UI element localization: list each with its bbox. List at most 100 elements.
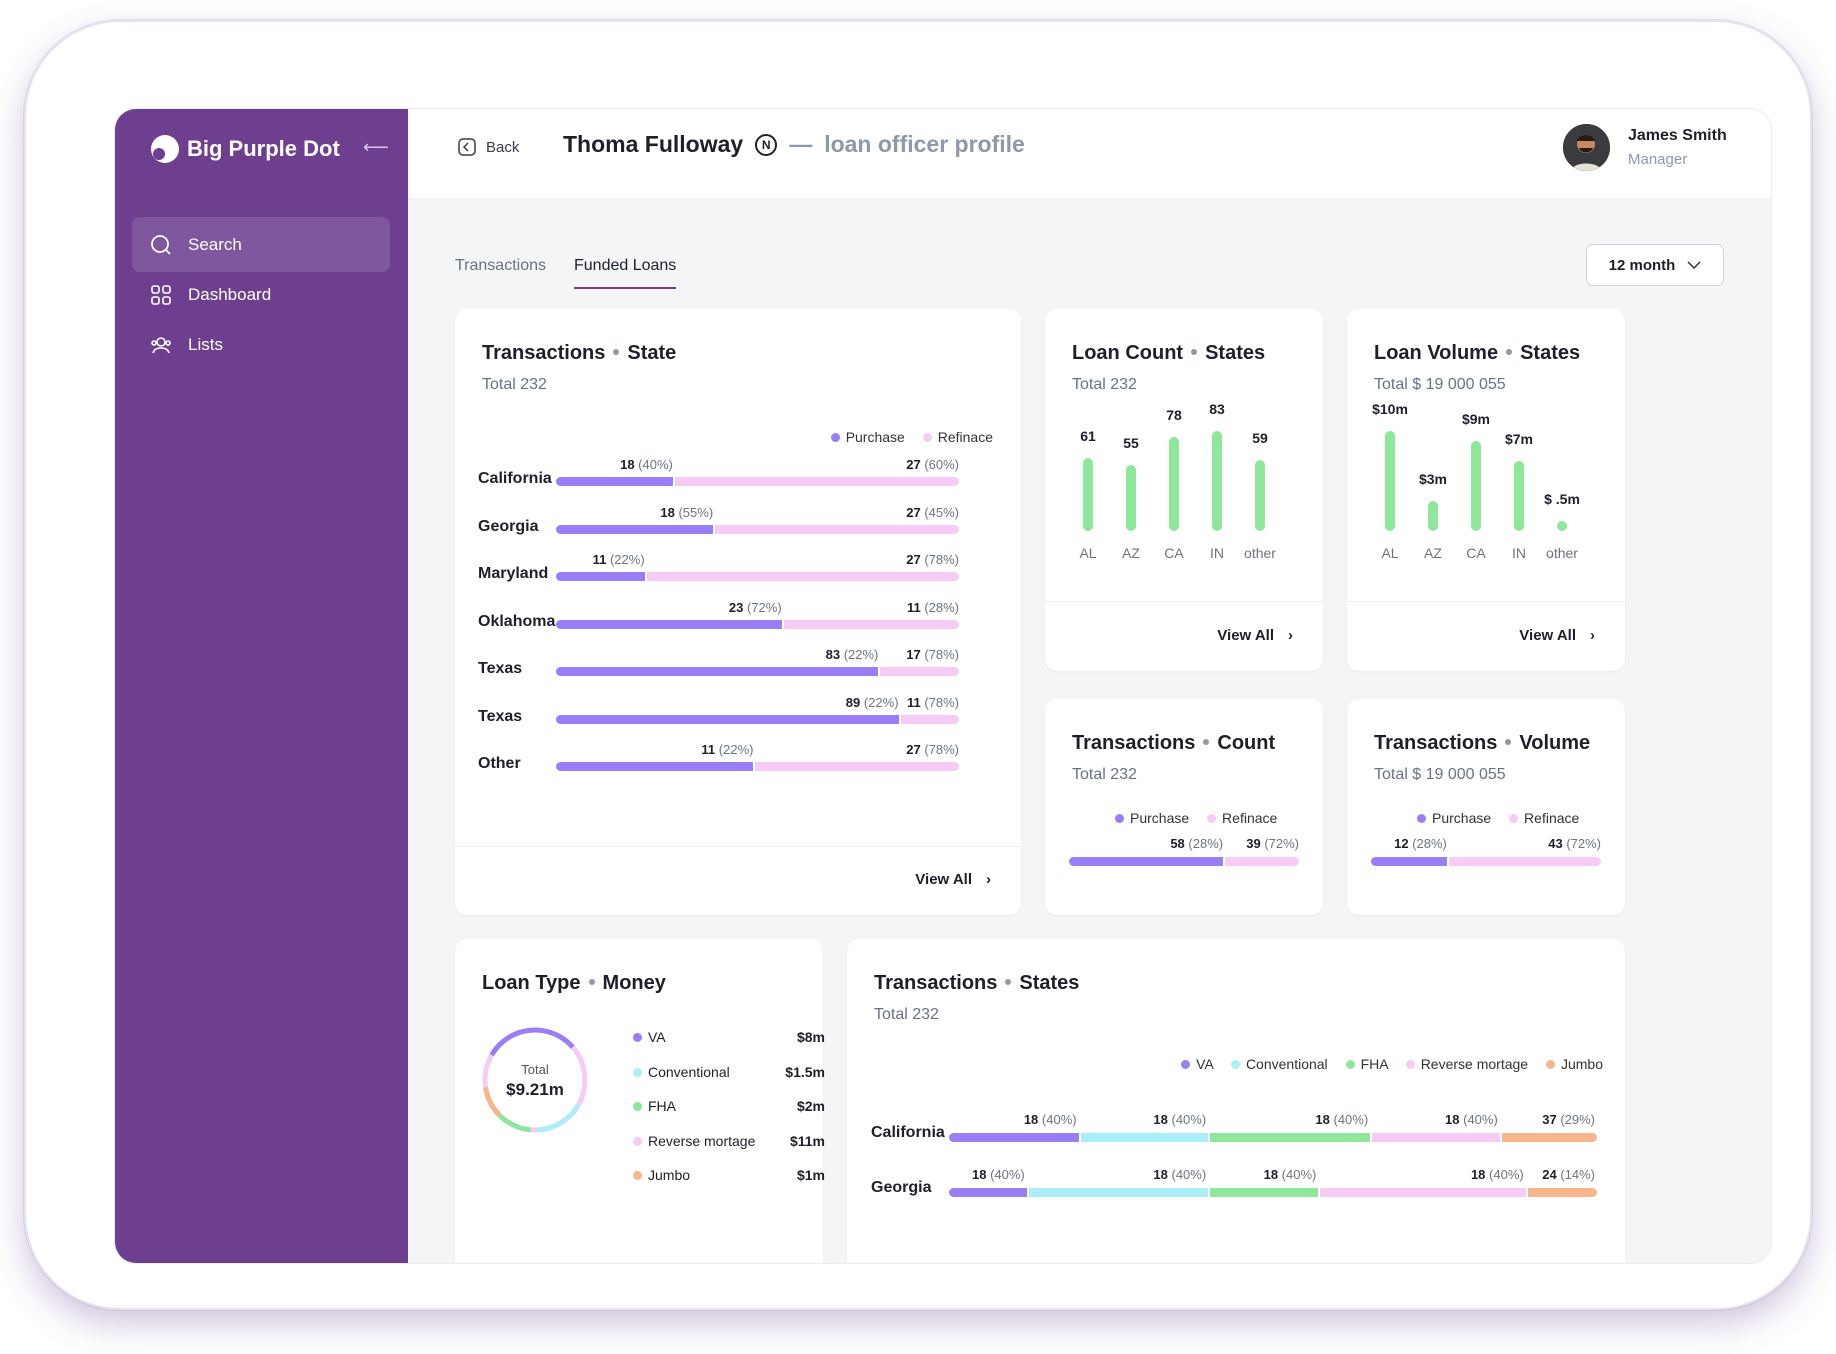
- legend-fha: FHA: [1360, 1056, 1388, 1072]
- view-all-link[interactable]: View All ›: [915, 871, 991, 888]
- legend-row: VA $8m: [633, 1029, 825, 1045]
- bar-segment-refinance: [783, 619, 959, 629]
- sidebar-item-lists[interactable]: Lists: [132, 317, 390, 372]
- sidebar-item-search[interactable]: Search: [132, 217, 390, 272]
- legend-purchase: Purchase: [845, 429, 905, 445]
- value-number: 11: [592, 552, 607, 567]
- legend-row: Conventional $1.5m: [633, 1064, 825, 1080]
- legend-label: Reverse mortage: [648, 1132, 756, 1149]
- legend-swatch: [633, 1171, 642, 1180]
- value-percent: (40%): [1485, 1167, 1524, 1182]
- legend-swatch: [1405, 1060, 1415, 1069]
- bar-segment-purchase: [556, 477, 673, 486]
- loan-type-card: Loan Type Money Total $9.21m VA $8m Convent…: [455, 939, 825, 1263]
- segment-value: 18 (40%): [927, 1167, 1025, 1182]
- value-percent: (40%): [1278, 1167, 1317, 1182]
- value-number: 18: [1153, 1167, 1168, 1182]
- view-all-label: View All: [1519, 627, 1576, 644]
- purchase-value: 12 (28%): [1367, 836, 1447, 851]
- legend-name: FHA: [633, 1098, 676, 1114]
- bar-al: [1083, 457, 1093, 531]
- purchase-refinance-bar: [1069, 857, 1299, 866]
- value-percent: (28%): [920, 599, 959, 615]
- card-title: Loan Type Money: [482, 972, 666, 995]
- card-title-main: Loan Count: [1072, 342, 1184, 364]
- bar-value-label: 61: [1080, 427, 1096, 444]
- sidebar-item-dashboard[interactable]: Dashboard: [132, 267, 390, 322]
- value-percent: (40%): [1167, 1112, 1207, 1127]
- chevron-right-icon: ›: [986, 871, 991, 888]
- tab-funded-loans[interactable]: Funded Loans: [574, 257, 677, 289]
- value-number: 18: [1153, 1112, 1168, 1127]
- value-percent: (40%): [1167, 1167, 1207, 1182]
- search-icon: [151, 234, 171, 255]
- view-all-link[interactable]: View All ›: [1519, 627, 1595, 644]
- bar-segment-purchase: [556, 714, 899, 724]
- users-icon: [151, 336, 171, 353]
- loan-type-donut: Total $9.21m: [482, 1027, 588, 1133]
- card-title: Transactions Volume: [1374, 732, 1590, 755]
- value-number: 27: [906, 457, 921, 472]
- purchase-value: 11 (22%): [683, 742, 753, 757]
- chart-legend: Purchase Refinace: [1403, 810, 1579, 826]
- legend-label: FHA: [648, 1098, 676, 1114]
- period-select[interactable]: 12 month: [1586, 244, 1724, 286]
- value-number: 18: [660, 504, 675, 520]
- bar-value-label: 78: [1166, 407, 1182, 424]
- refinance-value: 27 (45%): [829, 505, 959, 520]
- refinance-value: 43 (72%): [1371, 836, 1601, 851]
- bar-axis-label: AL: [1079, 545, 1097, 561]
- divider: [1045, 601, 1323, 602]
- page-title: Thoma Fulloway N — loan officer profile: [563, 131, 1025, 158]
- purchase-value: 18 (40%): [603, 457, 673, 472]
- transactions-count-card: Transactions Count Total 232 Purchase Ref…: [1045, 699, 1323, 915]
- card-title-sub: Money: [602, 972, 666, 994]
- top-header: Back Thoma Fulloway N — loan officer pro…: [408, 109, 1771, 199]
- title-separator: [1203, 739, 1210, 745]
- value-number: 18: [1023, 1112, 1039, 1127]
- view-all-link[interactable]: View All ›: [1217, 627, 1293, 644]
- card-title-main: Loan Type: [482, 972, 581, 994]
- bar-segment: [949, 1133, 1079, 1142]
- logo-icon: [151, 135, 179, 163]
- value-number: 11: [906, 694, 921, 710]
- value-number: 12: [1394, 836, 1409, 851]
- legend-row: FHA $2m: [633, 1098, 825, 1114]
- card-title-main: Transactions: [1374, 732, 1498, 754]
- refinance-value: 17 (78%): [829, 647, 959, 662]
- legend-swatch: [633, 1033, 642, 1042]
- bar-axis-label: IN: [1210, 545, 1224, 561]
- sidebar-item-label: Dashboard: [188, 284, 272, 304]
- collapse-sidebar-icon[interactable]: ⟵: [363, 137, 389, 157]
- segment-value: 18 (40%): [1108, 1112, 1206, 1127]
- legend-swatch: [633, 1067, 642, 1077]
- bar-value-label: $3m: [1418, 471, 1448, 487]
- back-button[interactable]: Back: [458, 138, 519, 156]
- tab-transactions[interactable]: Transactions: [455, 257, 546, 274]
- bar-segment-refinance: [1448, 857, 1601, 866]
- grid-icon: [151, 284, 171, 305]
- legend-refinance-swatch: [1509, 814, 1519, 823]
- value-number: 18: [1315, 1112, 1330, 1127]
- bar-az: [1428, 501, 1438, 531]
- purchase-value: 89 (22%): [829, 695, 899, 710]
- bar-segment-refinance: [755, 762, 959, 771]
- user-profile[interactable]: James Smith Manager: [1563, 124, 1727, 171]
- bar-axis-label: other: [1546, 545, 1578, 561]
- period-value: 12 month: [1608, 256, 1676, 274]
- bar-segment-purchase: [556, 572, 645, 581]
- purchase-value: 58 (28%): [1143, 836, 1223, 851]
- page-subtitle: loan officer profile: [824, 131, 1025, 157]
- legend-name: VA: [633, 1029, 666, 1045]
- bar-segment-purchase: [1069, 857, 1224, 866]
- legend-row: Reverse mortage $11m: [633, 1133, 825, 1149]
- bar-value-label: 59: [1252, 429, 1268, 446]
- value-percent: (78%): [920, 552, 959, 567]
- value-number: 18: [971, 1167, 987, 1182]
- legend-label: Jumbo: [648, 1167, 691, 1183]
- transactions-state-card: Transactions State Total 232 Purchase Ref…: [455, 309, 1021, 915]
- purchase-refinance-bar: [556, 762, 959, 771]
- divider: [455, 846, 1021, 847]
- view-all-label: View All: [1217, 627, 1274, 644]
- brand[interactable]: Big Purple Dot: [149, 133, 340, 165]
